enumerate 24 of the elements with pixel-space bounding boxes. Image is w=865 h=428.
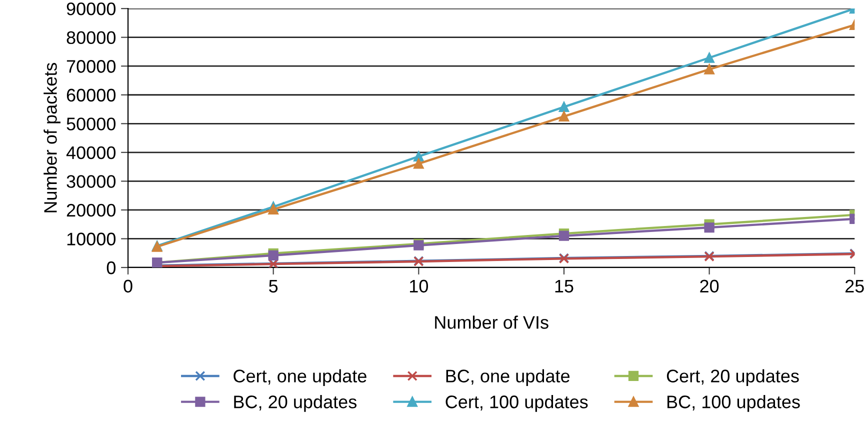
x-tick-label: 20	[700, 280, 719, 293]
legend-label: BC, 100 updates	[667, 395, 800, 412]
x-tick-label: 25	[845, 280, 864, 293]
y-tick-label: 60000	[66, 88, 116, 102]
legend-label: Cert, 100 updates	[446, 395, 588, 412]
y-tick-label: 40000	[66, 146, 116, 160]
y-tick-label: 30000	[66, 175, 116, 188]
x-tick-label: 15	[555, 280, 574, 293]
y-tick-label: 10000	[67, 232, 116, 246]
y-tick-label: 50000	[66, 118, 116, 130]
y-tick-label: 80000	[66, 31, 116, 44]
x-tick-label: 5	[269, 280, 278, 293]
legend-label: BC, one update	[446, 369, 570, 386]
x-tick-label: 10	[410, 280, 428, 293]
y-tick-label: 20000	[66, 204, 116, 217]
x-tick-label: 0	[124, 280, 132, 293]
y-tick-label: 0	[106, 261, 116, 274]
y-axis-title: Number of packets	[44, 62, 60, 212]
x-axis-title: Number of VIs	[435, 316, 548, 329]
y-tick-label: 90000	[66, 2, 116, 16]
y-tick-label: 70000	[66, 60, 116, 73]
legend-label: Cert, 20 updates	[666, 369, 799, 386]
legend-label: Cert, one update	[234, 369, 366, 386]
legend-label: BC, 20 updates	[234, 395, 357, 412]
